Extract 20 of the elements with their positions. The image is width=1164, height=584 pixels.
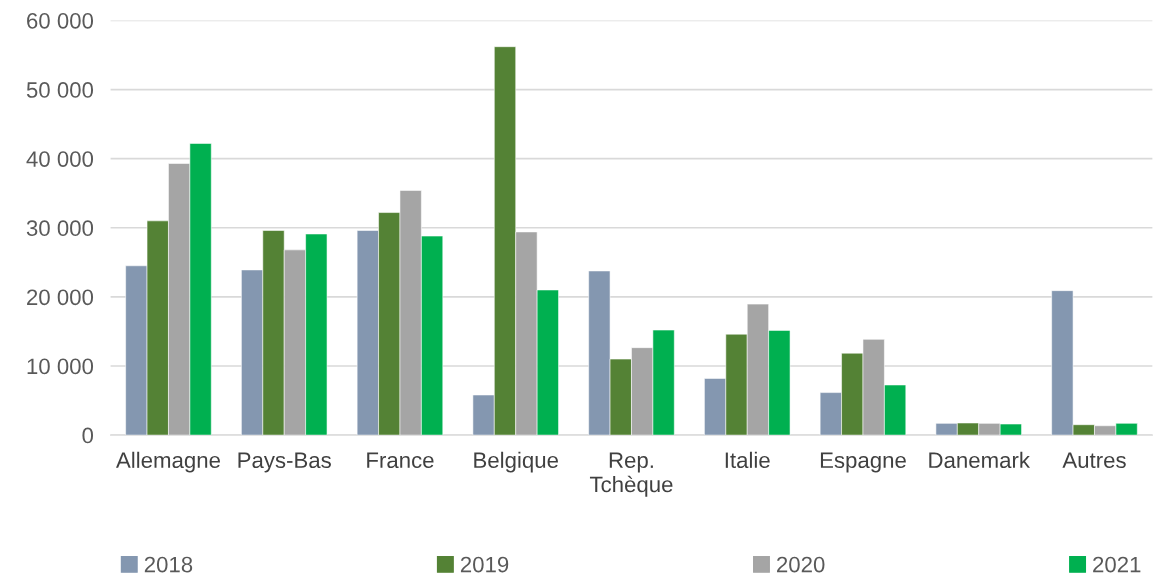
- y-tick-label: 40 000: [26, 151, 94, 167]
- x-tick-label: Italie: [725, 451, 770, 469]
- y-tick-label: 0: [82, 427, 94, 444]
- y-tick-label: 30 000: [26, 220, 94, 237]
- y-tick-label: 50 000: [26, 82, 94, 98]
- legend-label: 2020: [777, 556, 825, 573]
- legend-label: 2018: [144, 556, 193, 573]
- x-tick-label: Rep. Tchèque: [589, 452, 673, 497]
- x-tick-label: Allemagne: [116, 451, 220, 473]
- x-tick-label: Pays-Bas: [238, 452, 331, 473]
- x-tick-label: Autres: [1062, 452, 1126, 469]
- x-tick-label: France: [367, 452, 434, 469]
- x-tick-label: Espagne: [820, 452, 906, 473]
- x-tick-label: Belgique: [474, 451, 558, 473]
- legend-label: 2019: [460, 556, 509, 573]
- y-tick-label: 60 000: [27, 12, 94, 29]
- x-tick-label: Danemark: [929, 451, 1031, 469]
- legend-label: 2021: [1093, 556, 1141, 573]
- y-tick-label: 10 000: [27, 358, 94, 375]
- y-tick-label: 20 000: [27, 289, 94, 306]
